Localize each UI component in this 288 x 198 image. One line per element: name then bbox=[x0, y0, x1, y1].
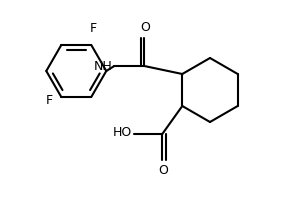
Text: F: F bbox=[46, 94, 53, 108]
Text: NH: NH bbox=[94, 60, 112, 72]
Text: HO: HO bbox=[113, 127, 132, 140]
Text: F: F bbox=[90, 22, 97, 35]
Text: O: O bbox=[158, 164, 168, 177]
Text: O: O bbox=[140, 21, 150, 34]
